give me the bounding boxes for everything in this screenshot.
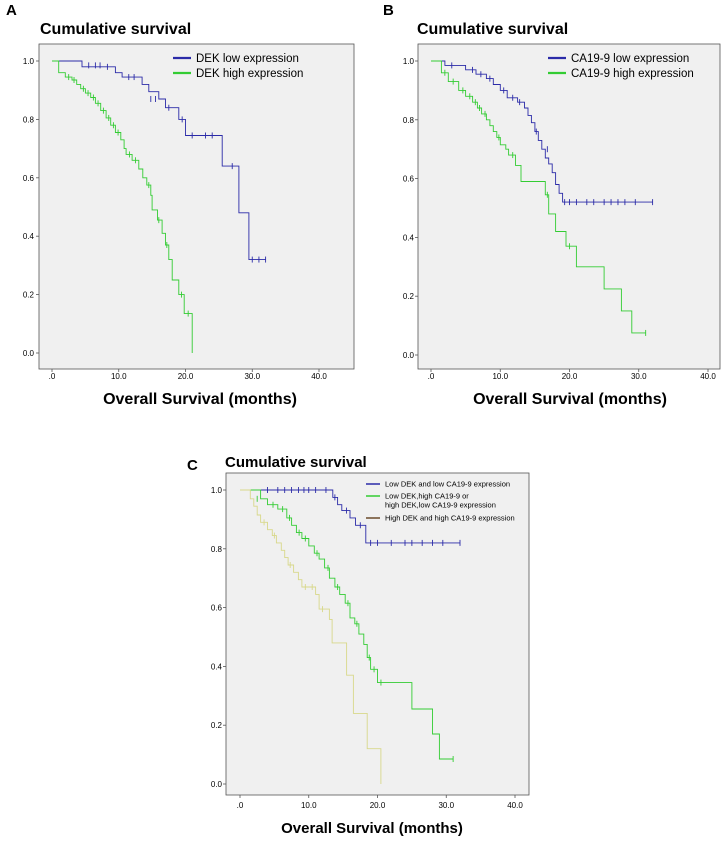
- survival-curve-series-1: [52, 60, 266, 261]
- chart-title: Cumulative survival: [225, 454, 367, 471]
- chart-title: Cumulative survival: [417, 21, 568, 38]
- y-tick-label: 0.2: [211, 721, 223, 730]
- plot-area: [417, 43, 721, 370]
- y-tick-label: 0.6: [211, 604, 223, 613]
- y-tick-label: 1.0: [403, 57, 415, 66]
- legend-entry: High DEK and high CA19-9 expression: [385, 514, 515, 523]
- y-tick-label: 0.4: [23, 232, 35, 241]
- y-tick-label: 0.2: [23, 291, 35, 300]
- y-tick-label: 0.2: [403, 292, 415, 301]
- x-axis-label: Overall Survival (months): [281, 820, 463, 837]
- x-tick-label: .0: [428, 372, 435, 381]
- y-tick-label: 1.0: [23, 57, 35, 66]
- y-tick-label: 0.0: [403, 351, 415, 360]
- survival-curve-series-1: [431, 60, 653, 203]
- x-tick-label: 40.0: [311, 372, 327, 381]
- x-tick-label: 30.0: [244, 372, 260, 381]
- y-tick-label: 0.8: [211, 545, 223, 554]
- x-tick-label: 30.0: [438, 801, 454, 810]
- x-tick-label: .0: [237, 801, 244, 810]
- x-tick-label: .0: [49, 372, 56, 381]
- survival-curve-series-3: [240, 489, 382, 784]
- panel-letter: A: [6, 2, 17, 19]
- chart-panel-c: C Cumulative survival .0 10.0 20.0 30.0 40.0 0.…: [187, 454, 530, 837]
- y-tick-label: 0.6: [23, 174, 35, 183]
- y-tick-label: 0.4: [211, 662, 223, 671]
- chart-panel-b: B Cumulative survival .0 10.0 20.0 30.0 40.0 0.…: [383, 2, 721, 408]
- panel-letter: B: [383, 2, 394, 19]
- y-tick-label: 0.0: [211, 780, 223, 789]
- legend-entry: Low DEK and low CA19-9 expression: [385, 480, 510, 489]
- x-tick-label: 10.0: [111, 372, 127, 381]
- panel-letter: C: [187, 457, 198, 474]
- x-tick-label: 30.0: [631, 372, 647, 381]
- x-axis-label: Overall Survival (months): [473, 391, 667, 408]
- survival-curve-series-1: [240, 489, 460, 544]
- survival-curve-series-2: [431, 60, 646, 334]
- x-tick-label: 20.0: [370, 801, 386, 810]
- x-tick-label: 10.0: [301, 801, 317, 810]
- legend-entry: DEK low expression: [196, 53, 299, 65]
- legend-entry: Low DEK,high CA19-9 or: [385, 492, 469, 501]
- x-tick-label: 20.0: [562, 372, 578, 381]
- y-tick-label: 0.4: [403, 233, 415, 242]
- x-tick-label: 20.0: [178, 372, 194, 381]
- y-tick-label: 0.6: [403, 175, 415, 184]
- legend-entry: CA19-9 high expression: [571, 68, 694, 80]
- y-tick-label: 0.0: [23, 349, 35, 358]
- x-axis-label: Overall Survival (months): [103, 391, 297, 408]
- x-tick-label: 40.0: [507, 801, 523, 810]
- x-tick-label: 10.0: [492, 372, 508, 381]
- plot-area: [225, 472, 530, 796]
- y-tick-label: 0.8: [403, 116, 415, 125]
- plot-area: [38, 43, 355, 370]
- y-tick-label: 1.0: [211, 486, 223, 495]
- chart-title: Cumulative survival: [40, 21, 191, 38]
- x-tick-label: 40.0: [700, 372, 716, 381]
- legend-entry: high DEK,low CA19-9 expression: [385, 501, 496, 510]
- legend-entry: DEK high expression: [196, 68, 303, 80]
- chart-panel-a: A Cumulative survival .0 10.0 20.0 30.0 40.0 0.…: [6, 2, 355, 408]
- legend-entry: CA19-9 low expression: [571, 53, 689, 65]
- y-tick-label: 0.8: [23, 115, 35, 124]
